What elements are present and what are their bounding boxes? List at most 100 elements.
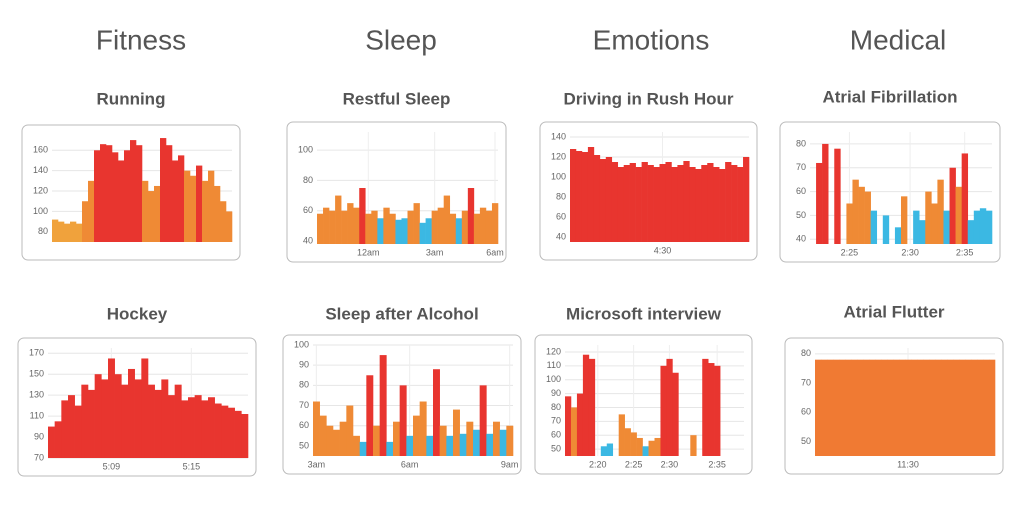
bar <box>839 359 846 456</box>
bar <box>459 433 467 456</box>
bar <box>743 157 750 242</box>
y-tick-label: 130 <box>29 390 44 400</box>
bar <box>413 415 420 456</box>
bar <box>64 223 71 242</box>
bar <box>395 219 402 244</box>
bar <box>426 435 434 456</box>
bar <box>911 359 918 456</box>
bar <box>439 425 447 456</box>
bar <box>917 359 924 456</box>
y-tick-label: 60 <box>801 407 811 417</box>
y-tick-label: 150 <box>29 369 44 379</box>
bar <box>955 186 962 244</box>
bar <box>94 374 102 458</box>
bar <box>600 446 608 456</box>
bar <box>160 138 167 242</box>
bar <box>178 155 185 242</box>
bar <box>94 150 101 242</box>
bar <box>479 207 487 244</box>
bar <box>70 221 77 242</box>
bar <box>100 144 107 242</box>
bar <box>181 400 189 458</box>
bar <box>647 165 654 242</box>
bar <box>570 407 578 456</box>
bar <box>845 359 852 456</box>
bar <box>371 210 378 244</box>
bar <box>359 188 366 244</box>
y-tick-label: 120 <box>551 151 566 161</box>
bar <box>118 160 125 242</box>
bar <box>983 359 990 456</box>
bar <box>81 384 89 458</box>
bar <box>977 359 984 456</box>
bar <box>473 213 481 244</box>
bar <box>881 359 888 456</box>
bar <box>88 180 95 242</box>
bar <box>653 167 660 242</box>
bar <box>383 207 390 244</box>
bar <box>725 162 732 242</box>
bar <box>214 185 221 242</box>
bar <box>821 359 828 456</box>
bar <box>979 208 987 244</box>
bar <box>142 180 149 242</box>
y-tick-label: 60 <box>303 205 313 215</box>
y-tick-label: 70 <box>299 400 309 410</box>
bar <box>642 446 649 456</box>
bar <box>485 210 493 244</box>
bar <box>335 195 342 244</box>
bar <box>641 162 648 242</box>
bar <box>48 426 55 458</box>
bar <box>317 213 324 244</box>
bar <box>882 215 890 244</box>
y-tick-label: 80 <box>796 138 806 148</box>
bar <box>611 162 619 242</box>
bar <box>636 437 643 456</box>
bar <box>593 155 601 242</box>
bar <box>467 188 475 244</box>
bar <box>184 170 191 242</box>
bar <box>74 405 82 458</box>
y-tick-label: 170 <box>29 348 44 358</box>
bar <box>925 191 932 244</box>
bar <box>846 203 853 244</box>
bar <box>114 374 122 458</box>
bar <box>953 359 960 456</box>
bar <box>319 415 327 456</box>
bar <box>52 219 59 242</box>
bar <box>599 159 607 242</box>
chart-title: Hockey <box>107 304 168 323</box>
bar <box>493 421 500 456</box>
x-tick-label: 2:20 <box>589 459 607 469</box>
y-tick-label: 110 <box>30 410 44 420</box>
bar <box>346 405 354 456</box>
bar <box>985 210 993 244</box>
bar <box>449 213 457 244</box>
x-tick-label: 3am <box>308 459 326 469</box>
bar <box>582 354 590 456</box>
bar <box>588 358 596 456</box>
bar <box>136 145 143 242</box>
bar <box>141 358 149 458</box>
y-tick-label: 60 <box>796 186 806 196</box>
bar <box>366 375 374 456</box>
bar <box>234 410 242 458</box>
bar <box>461 210 469 244</box>
bar <box>905 359 912 456</box>
bar <box>851 359 858 456</box>
bar <box>154 389 162 458</box>
y-tick-label: 50 <box>299 440 309 450</box>
y-tick-label: 120 <box>546 346 561 356</box>
y-tick-label: 90 <box>34 431 44 441</box>
bar <box>629 163 636 242</box>
x-tick-label: 2:30 <box>901 247 919 257</box>
bar <box>671 167 678 242</box>
y-tick-label: 80 <box>299 380 309 390</box>
bar <box>570 149 577 242</box>
bar <box>128 368 135 458</box>
bar <box>660 365 667 456</box>
bar <box>701 165 708 242</box>
bar <box>88 389 95 458</box>
bar <box>194 395 202 458</box>
bar <box>623 165 630 242</box>
